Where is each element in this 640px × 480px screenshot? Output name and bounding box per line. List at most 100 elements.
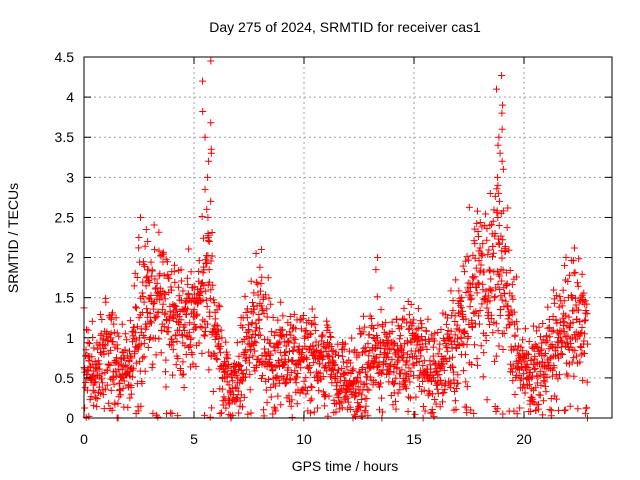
data-point [138,289,146,297]
data-point [101,385,109,393]
data-point [297,364,305,372]
data-point [525,380,533,388]
data-point [155,335,163,343]
data-point [497,232,505,240]
data-point [203,302,211,310]
data-point [171,278,179,286]
data-point [284,364,292,372]
data-point [204,229,212,237]
data-point [361,407,369,415]
data-point [509,377,517,385]
data-point [428,378,436,386]
data-point [126,394,134,402]
data-point [196,323,204,331]
data-point [176,364,184,372]
data-point [561,407,569,415]
data-point [221,358,229,366]
data-point [157,293,165,301]
data-point [395,356,403,364]
data-point [366,373,374,381]
data-point [267,300,275,308]
data-point [256,325,264,333]
data-point [302,374,310,382]
data-point [540,377,548,385]
y-tick-label: 0 [66,410,74,426]
data-point [455,326,463,334]
data-point [231,383,239,391]
data-point [200,331,208,339]
data-point [274,356,282,364]
data-point [136,358,144,366]
data-point [457,297,465,305]
data-point [468,323,476,331]
data-point [81,404,89,412]
data-point [468,323,476,331]
data-point [495,221,503,229]
data-point [141,242,149,250]
data-point [436,403,444,411]
data-point [555,354,563,362]
data-point [434,329,442,337]
data-point [125,358,133,366]
data-point [285,337,293,345]
data-point [404,339,412,347]
data-point [469,280,477,288]
data-point [231,367,239,375]
data-point [368,315,376,323]
data-point [144,277,152,285]
data-point [354,373,362,381]
data-point [429,343,437,351]
data-point [281,380,289,388]
data-point [131,303,139,311]
data-point [100,350,108,358]
data-point [361,323,369,331]
data-point [206,312,214,320]
data-point [581,330,589,338]
data-point [552,395,560,403]
data-point [182,350,190,358]
data-point [198,213,206,221]
data-point [375,359,383,367]
data-point [560,328,568,336]
data-point [107,329,115,337]
data-point [205,278,213,286]
data-point [537,347,545,355]
data-point [151,334,159,342]
data-point [514,325,522,333]
data-point [118,366,126,374]
data-point [498,277,506,285]
data-point [149,409,157,417]
data-point [495,240,503,248]
data-point [440,366,448,374]
data-point [578,270,586,278]
data-point [533,327,541,335]
data-point [169,338,177,346]
data-point [396,335,404,343]
data-point [570,244,578,252]
data-point [499,410,507,418]
data-point [430,358,438,366]
data-point [485,266,493,274]
data-point [197,297,205,305]
data-point [128,354,136,362]
data-point [110,320,118,328]
data-point [214,327,222,335]
data-point [362,402,370,410]
data-point [564,372,572,380]
data-point [135,244,143,252]
data-point [406,311,414,319]
data-point [258,273,266,281]
data-point [169,371,177,379]
data-point [500,329,508,337]
data-point [553,344,561,352]
data-point [321,363,329,371]
data-point [454,371,462,379]
data-point [365,331,373,339]
data-point [115,387,123,395]
data-point [521,325,529,333]
data-point [362,368,370,376]
data-point [388,356,396,364]
data-point [492,352,500,360]
data-point [271,347,279,355]
data-point [474,227,482,235]
